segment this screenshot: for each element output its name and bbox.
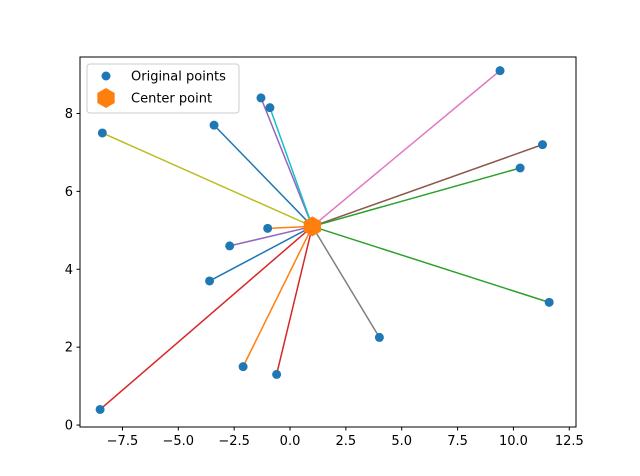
plot-area	[80, 57, 576, 427]
original-point-0	[495, 66, 505, 76]
original-point-10	[544, 297, 554, 307]
legend-marker-center-point	[97, 88, 115, 108]
legend-box	[86, 63, 240, 114]
connection-line-12	[242, 226, 314, 367]
original-point-13	[272, 369, 282, 379]
original-point-2	[265, 103, 275, 113]
x-tick-label-8: 12.5	[555, 434, 584, 449]
y-tick-label-2: 4	[65, 263, 73, 278]
x-tick-label-6: 7.5	[447, 434, 468, 449]
connection-line-1	[260, 97, 314, 227]
connection-line-11	[311, 226, 381, 338]
legend: Original points Center point	[86, 63, 240, 114]
y-axis-ticks: 0 2 4 6 8	[65, 107, 80, 434]
original-point-1	[256, 93, 266, 103]
center-point-layer	[303, 216, 322, 237]
x-tick-label-5: 5.0	[391, 434, 412, 449]
axes-frame	[79, 56, 577, 428]
original-point-4	[97, 128, 107, 138]
original-point-8	[225, 241, 235, 251]
connection-line-3	[213, 124, 313, 227]
original-point-14	[95, 404, 105, 414]
connection-line-13	[275, 226, 314, 375]
legend-marker-original-points	[101, 71, 111, 81]
original-point-7	[263, 223, 273, 233]
connection-line-14	[99, 225, 313, 411]
y-tick-label-0: 0	[65, 419, 73, 434]
y-tick-label-3: 6	[65, 185, 73, 200]
x-tick-label-1: −5.0	[163, 434, 195, 449]
connection-line-9	[209, 225, 313, 282]
original-point-6	[515, 163, 525, 173]
x-tick-label-4: 2.5	[336, 434, 357, 449]
original-point-9	[205, 276, 215, 286]
connection-line-5	[312, 143, 543, 228]
connection-line-6	[312, 167, 521, 228]
y-tick-label-1: 2	[65, 341, 73, 356]
x-tick-label-7: 10.0	[499, 434, 528, 449]
connection-line-10	[312, 225, 550, 304]
connection-line-2	[269, 107, 314, 227]
connection-line-8	[229, 225, 313, 247]
original-point-5	[537, 140, 547, 150]
legend-label-center-point: Center point	[131, 92, 212, 107]
x-tick-label-2: −2.5	[218, 434, 250, 449]
original-point-12	[238, 362, 248, 372]
center-point	[303, 216, 322, 237]
original-points	[95, 66, 554, 414]
connection-line-0	[311, 70, 501, 227]
original-point-3	[209, 120, 219, 130]
original-point-11	[374, 332, 384, 342]
x-axis-ticks: −7.5 −5.0 −2.5 0.0 2.5 5.0 7.5 10.0 12.5	[107, 427, 584, 449]
x-tick-label-0: −7.5	[107, 434, 139, 449]
connection-line-4	[102, 132, 313, 228]
y-tick-label-4: 8	[65, 107, 73, 122]
legend-label-original-points: Original points	[131, 70, 226, 85]
x-tick-label-3: 0.0	[280, 434, 301, 449]
